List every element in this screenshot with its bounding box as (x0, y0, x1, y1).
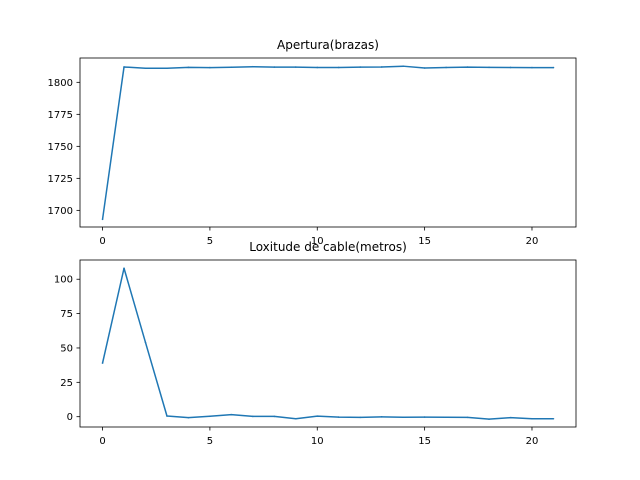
series-line (101, 267, 554, 420)
data-point (531, 417, 533, 420)
data-point (166, 67, 168, 70)
data-point (316, 415, 319, 417)
data-point (402, 416, 404, 419)
y-tick-label: 100 (54, 275, 73, 286)
x-tick-label: 5 (207, 436, 213, 447)
data-point (552, 417, 555, 420)
data-point (273, 415, 276, 418)
data-point (252, 65, 254, 68)
y-tick-label: 1725 (48, 174, 73, 185)
y-tick-label: 50 (60, 343, 73, 354)
data-point (509, 416, 512, 419)
axes-frame (79, 259, 577, 428)
y-tick-label: 0 (67, 412, 73, 423)
data-point (380, 416, 383, 418)
axes-frame (79, 57, 577, 228)
x-tick-label: 20 (526, 236, 539, 247)
data-point (509, 66, 512, 69)
x-tick-label: 0 (99, 236, 105, 247)
data-point (187, 416, 190, 419)
data-point (144, 341, 147, 344)
data-point (294, 66, 297, 68)
data-point (209, 66, 211, 69)
x-tick-label: 10 (311, 236, 324, 247)
data-point (209, 415, 211, 418)
data-point (552, 66, 555, 69)
data-point (316, 66, 319, 69)
x-tick-label: 20 (526, 436, 539, 447)
x-tick-label: 15 (418, 236, 431, 247)
data-point (101, 218, 104, 221)
data-point (101, 362, 104, 364)
data-point (123, 267, 125, 270)
data-point (423, 67, 426, 69)
data-point (273, 66, 276, 68)
data-point (466, 416, 469, 419)
y-tick-label: 75 (60, 309, 73, 320)
data-point (230, 66, 233, 69)
series-line (101, 65, 554, 220)
data-point (445, 66, 447, 69)
data-point (359, 416, 362, 419)
data-point (531, 66, 533, 69)
data-point (252, 415, 254, 418)
y-tick-label: 1700 (48, 206, 73, 217)
data-point (123, 66, 125, 68)
data-point (187, 66, 190, 69)
subplot-1: 0 5 10 15 20 1700 1725 1750 1775 1800 Apertura(bra… (48, 38, 577, 247)
data-point (337, 416, 340, 418)
chart-title: Loxitude de cable(metros) (249, 240, 407, 254)
data-point (380, 66, 383, 68)
chart-title: Apertura(brazas) (277, 38, 379, 52)
data-point (402, 65, 404, 67)
data-point (166, 415, 168, 417)
data-point (359, 66, 362, 68)
x-tick-label: 5 (207, 236, 213, 247)
data-point (294, 417, 297, 420)
data-point (144, 67, 147, 70)
x-tick-label: 15 (418, 436, 431, 447)
y-tick-label: 1775 (48, 110, 73, 121)
subplot-2: 0 5 10 15 20 0 25 50 75 100 Loxitude de cable(metr… (54, 240, 577, 447)
x-tick-label: 10 (311, 436, 324, 447)
data-point (445, 416, 447, 419)
data-point (488, 418, 490, 420)
y-tick-label: 1800 (48, 78, 73, 89)
data-point (337, 66, 340, 69)
data-point (230, 413, 233, 416)
data-point (423, 416, 426, 418)
x-tick-label: 0 (99, 436, 105, 447)
y-tick-label: 1750 (48, 142, 73, 153)
data-point (488, 66, 490, 69)
y-tick-label: 25 (60, 378, 73, 389)
data-point (466, 66, 469, 68)
